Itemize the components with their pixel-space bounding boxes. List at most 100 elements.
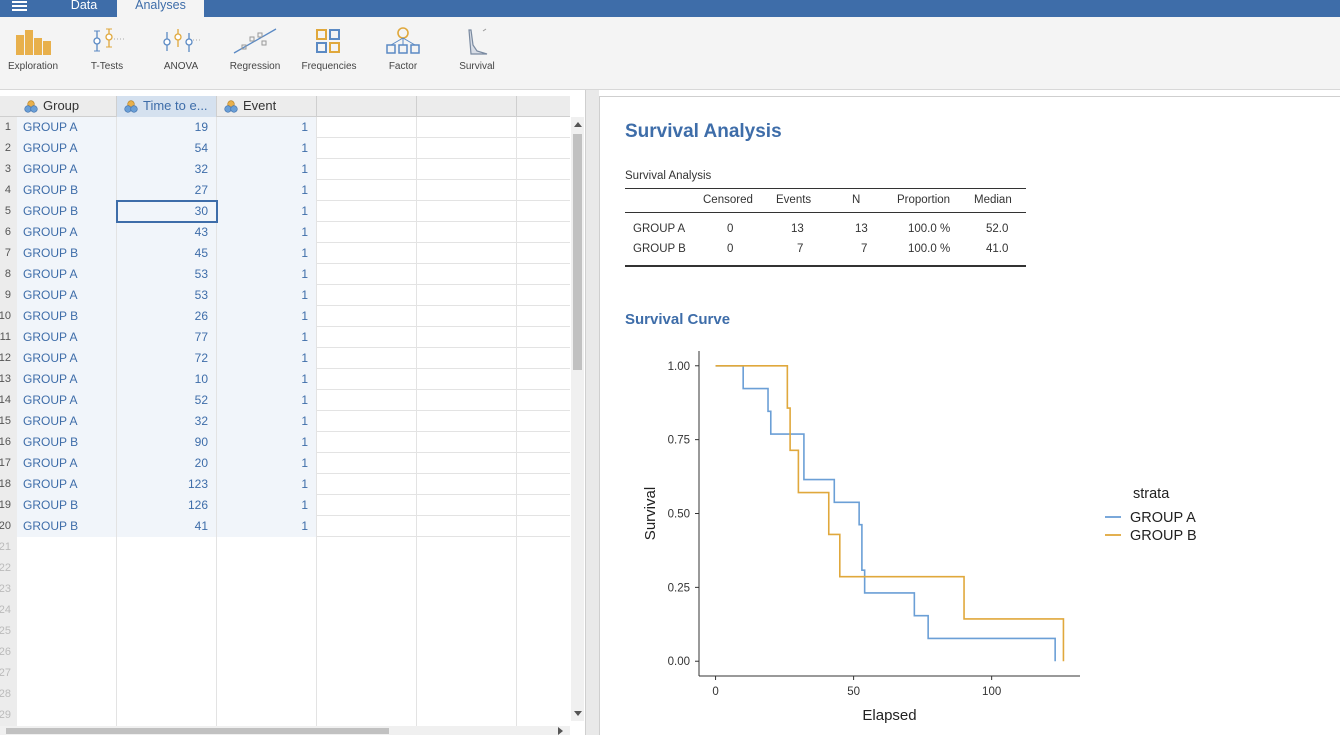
cell-group[interactable]: GROUP B bbox=[17, 306, 117, 327]
row-number[interactable]: 1 bbox=[0, 117, 17, 138]
vertical-scrollbar[interactable] bbox=[571, 117, 584, 721]
cell-empty[interactable] bbox=[17, 663, 117, 684]
cell-empty[interactable] bbox=[517, 411, 570, 432]
cell-empty[interactable] bbox=[217, 579, 317, 600]
cell-empty[interactable] bbox=[317, 558, 417, 579]
cell-empty[interactable] bbox=[517, 222, 570, 243]
cell-empty[interactable] bbox=[17, 600, 117, 621]
column-header-empty[interactable] bbox=[517, 96, 570, 117]
cell-event[interactable]: 1 bbox=[217, 516, 317, 537]
cell-empty[interactable] bbox=[517, 558, 570, 579]
cell-time[interactable]: 32 bbox=[117, 411, 217, 432]
cell-empty[interactable] bbox=[117, 705, 217, 726]
cell-empty[interactable] bbox=[417, 663, 517, 684]
cell-empty[interactable] bbox=[217, 600, 317, 621]
hamburger-menu-icon[interactable] bbox=[12, 1, 28, 13]
row-number[interactable]: 23 bbox=[0, 579, 17, 600]
cell-empty[interactable] bbox=[217, 684, 317, 705]
cell-event[interactable]: 1 bbox=[217, 432, 317, 453]
cell-time[interactable]: 54 bbox=[117, 138, 217, 159]
cell-empty[interactable] bbox=[317, 579, 417, 600]
cell-group[interactable]: GROUP A bbox=[17, 117, 117, 138]
cell-event[interactable]: 1 bbox=[217, 348, 317, 369]
cell-time[interactable]: 32 bbox=[117, 159, 217, 180]
anova-button[interactable]: ANOVA bbox=[144, 27, 218, 83]
cell-event[interactable]: 1 bbox=[217, 369, 317, 390]
cell-empty[interactable] bbox=[317, 390, 417, 411]
cell-empty[interactable] bbox=[517, 138, 570, 159]
vertical-scroll-thumb[interactable] bbox=[573, 134, 582, 370]
cell-empty[interactable] bbox=[317, 159, 417, 180]
cell-group[interactable]: GROUP A bbox=[17, 327, 117, 348]
cell-empty[interactable] bbox=[517, 474, 570, 495]
cell-empty[interactable] bbox=[317, 621, 417, 642]
cell-empty[interactable] bbox=[517, 579, 570, 600]
row-number[interactable]: 15 bbox=[0, 411, 17, 432]
cell-empty[interactable] bbox=[317, 516, 417, 537]
cell-event[interactable]: 1 bbox=[217, 285, 317, 306]
cell-event[interactable]: 1 bbox=[217, 474, 317, 495]
cell-time[interactable]: 77 bbox=[117, 327, 217, 348]
cell-group[interactable]: GROUP A bbox=[17, 411, 117, 432]
row-number[interactable]: 14 bbox=[0, 390, 17, 411]
cell-empty[interactable] bbox=[417, 306, 517, 327]
tab-data[interactable]: Data bbox=[70, 0, 98, 12]
cell-empty[interactable] bbox=[117, 537, 217, 558]
scroll-down-icon[interactable] bbox=[574, 711, 582, 716]
cell-empty[interactable] bbox=[317, 222, 417, 243]
cell-group[interactable]: GROUP A bbox=[17, 453, 117, 474]
cell-empty[interactable] bbox=[517, 348, 570, 369]
cell-empty[interactable] bbox=[417, 369, 517, 390]
cell-event[interactable]: 1 bbox=[217, 264, 317, 285]
cell-empty[interactable] bbox=[117, 663, 217, 684]
row-number[interactable]: 6 bbox=[0, 222, 17, 243]
cell-empty[interactable] bbox=[517, 516, 570, 537]
cell-empty[interactable] bbox=[217, 558, 317, 579]
cell-empty[interactable] bbox=[517, 684, 570, 705]
survival-button[interactable]: Survival bbox=[440, 27, 514, 83]
cell-empty[interactable] bbox=[417, 495, 517, 516]
row-number[interactable]: 27 bbox=[0, 663, 17, 684]
cell-group[interactable]: GROUP A bbox=[17, 369, 117, 390]
cell-empty[interactable] bbox=[317, 243, 417, 264]
regression-button[interactable]: Regression bbox=[218, 27, 292, 83]
cell-time[interactable]: 20 bbox=[117, 453, 217, 474]
cell-empty[interactable] bbox=[217, 663, 317, 684]
cell-empty[interactable] bbox=[117, 579, 217, 600]
cell-event[interactable]: 1 bbox=[217, 243, 317, 264]
frequencies-button[interactable]: Frequencies bbox=[292, 27, 366, 83]
cell-event[interactable]: 1 bbox=[217, 201, 317, 222]
row-number[interactable]: 5 bbox=[0, 201, 17, 222]
cell-empty[interactable] bbox=[417, 537, 517, 558]
cell-empty[interactable] bbox=[117, 642, 217, 663]
exploration-button[interactable]: Exploration bbox=[0, 27, 70, 83]
column-header-time[interactable]: Time to e... bbox=[117, 96, 217, 117]
cell-empty[interactable] bbox=[17, 621, 117, 642]
cell-empty[interactable] bbox=[317, 663, 417, 684]
column-header-group[interactable]: Group bbox=[17, 96, 117, 117]
cell-empty[interactable] bbox=[417, 138, 517, 159]
cell-empty[interactable] bbox=[517, 453, 570, 474]
row-number[interactable]: 9 bbox=[0, 285, 17, 306]
row-number[interactable]: 11 bbox=[0, 327, 17, 348]
cell-group[interactable]: GROUP B bbox=[17, 432, 117, 453]
row-number[interactable]: 29 bbox=[0, 705, 17, 726]
cell-empty[interactable] bbox=[317, 264, 417, 285]
cell-group[interactable]: GROUP B bbox=[17, 243, 117, 264]
column-header-event[interactable]: Event bbox=[217, 96, 317, 117]
cell-time[interactable]: 26 bbox=[117, 306, 217, 327]
cell-empty[interactable] bbox=[517, 705, 570, 726]
row-number[interactable]: 17 bbox=[0, 453, 17, 474]
row-number[interactable]: 8 bbox=[0, 264, 17, 285]
column-header-empty[interactable] bbox=[317, 96, 417, 117]
cell-empty[interactable] bbox=[417, 474, 517, 495]
row-number[interactable]: 7 bbox=[0, 243, 17, 264]
cell-event[interactable]: 1 bbox=[217, 453, 317, 474]
cell-group[interactable]: GROUP A bbox=[17, 285, 117, 306]
cell-empty[interactable] bbox=[517, 306, 570, 327]
cell-empty[interactable] bbox=[417, 642, 517, 663]
cell-time[interactable]: 19 bbox=[117, 117, 217, 138]
cell-empty[interactable] bbox=[17, 642, 117, 663]
cell-empty[interactable] bbox=[417, 453, 517, 474]
cell-event[interactable]: 1 bbox=[217, 180, 317, 201]
